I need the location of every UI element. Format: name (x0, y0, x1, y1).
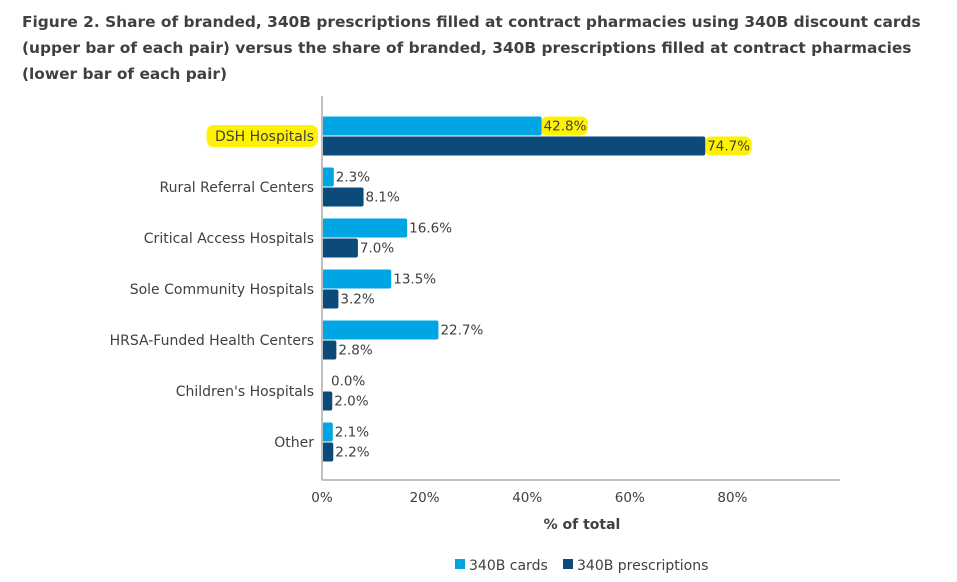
labels-layer: DSH Hospitals 42.8% 74.7% Rural Referral Ce… (110, 119, 751, 461)
x-tick-label: 0% (311, 490, 333, 506)
data-label: 3.2% (340, 292, 374, 308)
category-label: Other (274, 435, 314, 451)
legend-label: 340B cards (469, 558, 548, 574)
data-label: 16.6% (409, 221, 452, 237)
data-label: 2.0% (334, 394, 368, 410)
data-label: 2.1% (335, 425, 369, 441)
data-label: 8.1% (366, 190, 400, 206)
legend: 340B cards 340B prescriptions (455, 558, 708, 574)
x-tick-label: 40% (512, 490, 542, 506)
bar-340b-cards (322, 167, 334, 187)
data-label: 2.2% (335, 445, 369, 461)
data-label: 22.7% (440, 323, 483, 339)
axes-layer: 0% 20% 40% 60% 80% % of total (311, 96, 840, 533)
x-tick-label: 60% (615, 490, 645, 506)
data-label: 2.3% (336, 170, 370, 186)
category-label: Rural Referral Centers (160, 180, 315, 196)
bar-340b-cards (322, 218, 408, 238)
bar-340b-cards (322, 422, 333, 442)
chart-title: Figure 2. Share of branded, 340B prescri… (22, 13, 921, 83)
bar-340b-prescriptions (322, 391, 333, 411)
bar-340b-cards (322, 320, 439, 340)
highlight-layer (206, 116, 752, 156)
bar-340b-cards (322, 269, 392, 289)
bar-340b-prescriptions (322, 340, 337, 360)
data-label: 42.8% (544, 119, 587, 135)
data-label: 0.0% (331, 374, 365, 390)
x-tick-label: 80% (717, 490, 747, 506)
x-tick-label: 20% (410, 490, 440, 506)
value-highlight (704, 136, 752, 156)
bar-340b-cards (322, 116, 542, 136)
bar-340b-prescriptions (322, 442, 334, 462)
category-highlight (206, 125, 318, 147)
category-label: Children's Hospitals (176, 384, 314, 400)
x-axis-title: % of total (544, 517, 621, 533)
value-highlight (540, 116, 589, 136)
data-label: 7.0% (360, 241, 394, 257)
category-label: HRSA-Funded Health Centers (110, 333, 314, 349)
bar-340b-prescriptions (322, 289, 339, 309)
bar-340b-prescriptions (322, 136, 706, 156)
bar-340b-prescriptions (322, 238, 358, 258)
category-label: DSH Hospitals (215, 129, 314, 145)
category-label: Sole Community Hospitals (130, 282, 314, 298)
bar-340b-prescriptions (322, 187, 364, 207)
category-label: Critical Access Hospitals (144, 231, 314, 247)
data-label: 74.7% (707, 139, 750, 155)
legend-swatch (455, 559, 465, 569)
legend-swatch (563, 559, 573, 569)
data-label: 13.5% (393, 272, 436, 288)
data-label: 2.8% (338, 343, 372, 359)
legend-label: 340B prescriptions (577, 558, 708, 574)
bars-layer (322, 116, 706, 462)
